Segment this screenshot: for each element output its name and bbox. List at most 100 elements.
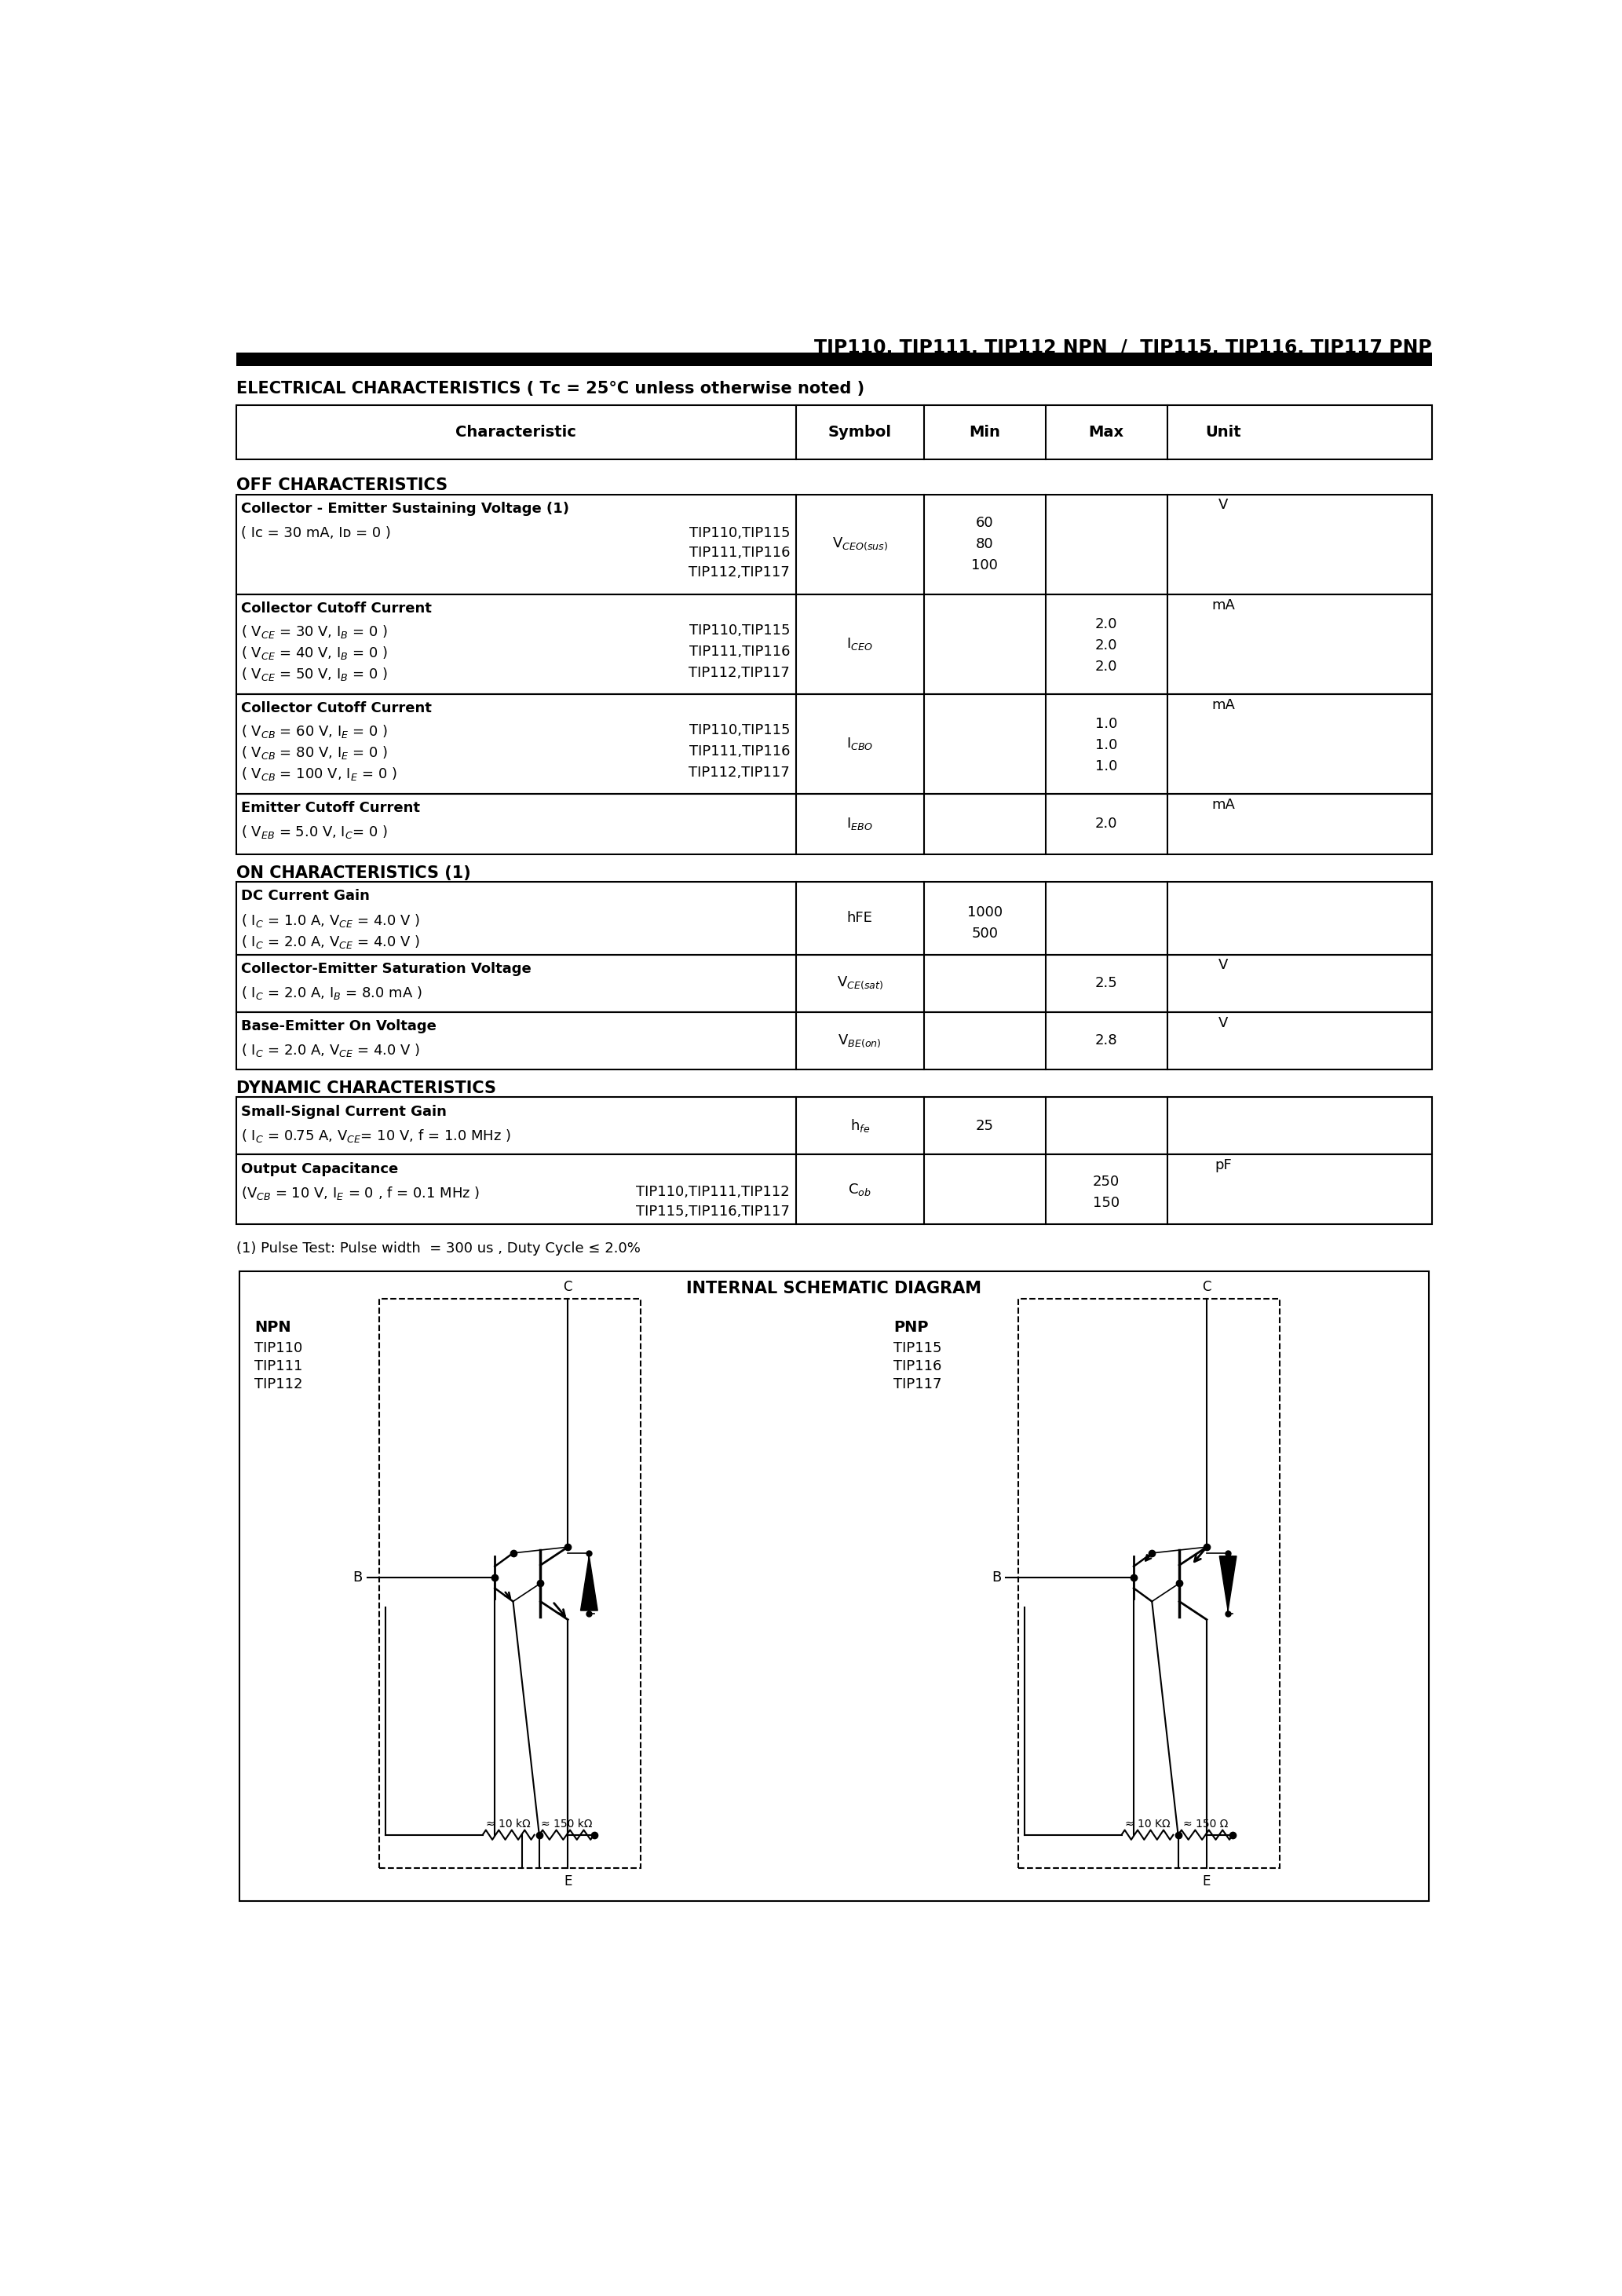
Bar (237, 794, 1432, 854)
Text: 250: 250 (1093, 1176, 1119, 1189)
Text: 2.0: 2.0 (1095, 817, 1118, 831)
Text: Small-Signal Current Gain: Small-Signal Current Gain (242, 1104, 446, 1118)
Text: B: B (352, 1570, 362, 1584)
Bar (237, 1155, 1432, 1224)
Text: mA: mA (1212, 597, 1234, 613)
Text: TIP112: TIP112 (255, 1378, 303, 1391)
Text: TIP110,TIP115: TIP110,TIP115 (689, 723, 790, 737)
Text: E: E (564, 1874, 573, 1887)
Text: mA: mA (1212, 797, 1234, 810)
Text: TIP112,TIP117: TIP112,TIP117 (689, 565, 790, 581)
Text: TIP111,TIP116: TIP111,TIP116 (689, 645, 790, 659)
Bar (237, 693, 1432, 794)
Text: (1) Pulse Test: Pulse width  = 300 us , Duty Cycle ≤ 2.0%: (1) Pulse Test: Pulse width = 300 us , D… (237, 1242, 641, 1256)
Text: I$_{CEO}$: I$_{CEO}$ (847, 636, 873, 652)
Text: ( V$_{CE}$ = 50 V, I$_{B}$ = 0 ): ( V$_{CE}$ = 50 V, I$_{B}$ = 0 ) (242, 666, 388, 682)
Text: 500: 500 (972, 925, 998, 941)
Text: V$_{CE(sat)}$: V$_{CE(sat)}$ (837, 976, 882, 992)
Text: V$_{BE(on)}$: V$_{BE(on)}$ (839, 1033, 882, 1049)
Text: (V$_{CB}$ = 10 V, I$_{E}$ = 0 , f = 0.1 MHz ): (V$_{CB}$ = 10 V, I$_{E}$ = 0 , f = 0.1 … (242, 1185, 480, 1201)
Text: E: E (1202, 1874, 1210, 1887)
Text: 1.0: 1.0 (1095, 716, 1118, 730)
Bar (237, 494, 1432, 595)
Text: ( I$_{C}$ = 1.0 A, V$_{CE}$ = 4.0 V ): ( I$_{C}$ = 1.0 A, V$_{CE}$ = 4.0 V ) (242, 912, 420, 928)
Text: TIP112,TIP117: TIP112,TIP117 (689, 666, 790, 680)
Text: ≈ 150 Ω: ≈ 150 Ω (1182, 1818, 1228, 1830)
Polygon shape (581, 1557, 597, 1609)
Text: C: C (563, 1279, 573, 1293)
Text: V: V (1218, 498, 1228, 512)
Text: 80: 80 (976, 537, 994, 551)
Text: TIP110, TIP111, TIP112 NPN  /  TIP115, TIP116, TIP117 PNP: TIP110, TIP111, TIP112 NPN / TIP115, TIP… (814, 338, 1432, 358)
Bar (237, 1097, 1432, 1155)
Text: TIP117: TIP117 (894, 1378, 942, 1391)
Text: PNP: PNP (894, 1320, 928, 1334)
Bar (237, 351, 1432, 365)
Text: Max: Max (1088, 425, 1124, 439)
Text: 1000: 1000 (967, 905, 1002, 918)
Text: 25: 25 (975, 1118, 994, 1132)
Text: Collector - Emitter Sustaining Voltage (1): Collector - Emitter Sustaining Voltage (… (242, 501, 569, 517)
Bar (1019, 1300, 1280, 1869)
Text: TIP110,TIP111,TIP112: TIP110,TIP111,TIP112 (636, 1185, 790, 1199)
Text: Collector Cutoff Current: Collector Cutoff Current (242, 700, 431, 716)
Text: INTERNAL SCHEMATIC DIAGRAM: INTERNAL SCHEMATIC DIAGRAM (686, 1281, 981, 1297)
Text: V: V (1218, 1015, 1228, 1031)
Text: OFF CHARACTERISTICS: OFF CHARACTERISTICS (237, 478, 448, 494)
Text: ON CHARACTERISTICS (1): ON CHARACTERISTICS (1) (237, 866, 470, 882)
Text: Unit: Unit (1205, 425, 1241, 439)
Text: ( I$_{C}$ = 2.0 A, V$_{CE}$ = 4.0 V ): ( I$_{C}$ = 2.0 A, V$_{CE}$ = 4.0 V ) (242, 934, 420, 951)
Text: 2.5: 2.5 (1095, 976, 1118, 990)
Bar (380, 1300, 641, 1869)
Text: Base-Emitter On Voltage: Base-Emitter On Voltage (242, 1019, 436, 1033)
Text: ( I$_{C}$ = 2.0 A, I$_{B}$ = 8.0 mA ): ( I$_{C}$ = 2.0 A, I$_{B}$ = 8.0 mA ) (242, 985, 422, 1001)
Bar (237, 882, 1432, 955)
Text: TIP116: TIP116 (894, 1359, 941, 1373)
Text: TIP110,TIP115: TIP110,TIP115 (689, 622, 790, 638)
Text: 2.0: 2.0 (1095, 638, 1118, 652)
Text: 60: 60 (976, 517, 994, 530)
Text: TIP111,TIP116: TIP111,TIP116 (689, 744, 790, 758)
Text: pF: pF (1215, 1159, 1233, 1173)
Text: I$_{EBO}$: I$_{EBO}$ (847, 815, 873, 831)
Bar (237, 1013, 1432, 1070)
Text: Symbol: Symbol (829, 425, 892, 439)
Text: Min: Min (968, 425, 1001, 439)
Text: 2.0: 2.0 (1095, 618, 1118, 631)
Text: TIP110: TIP110 (255, 1341, 303, 1355)
Text: ( V$_{CB}$ = 80 V, I$_{E}$ = 0 ): ( V$_{CB}$ = 80 V, I$_{E}$ = 0 ) (242, 744, 388, 760)
Text: ELECTRICAL CHARACTERISTICS ( Tᴄ = 25°C unless otherwise noted ): ELECTRICAL CHARACTERISTICS ( Tᴄ = 25°C u… (237, 381, 865, 397)
Text: ( V$_{CB}$ = 100 V, I$_{E}$ = 0 ): ( V$_{CB}$ = 100 V, I$_{E}$ = 0 ) (242, 765, 397, 781)
Bar (237, 404, 1432, 459)
Bar (237, 595, 1432, 693)
Text: ( V$_{EB}$ = 5.0 V, I$_{C}$= 0 ): ( V$_{EB}$ = 5.0 V, I$_{C}$= 0 ) (242, 824, 388, 840)
Text: mA: mA (1212, 698, 1234, 712)
Text: V$_{CEO(sus)}$: V$_{CEO(sus)}$ (832, 537, 887, 553)
Text: TIP115,TIP116,TIP117: TIP115,TIP116,TIP117 (636, 1205, 790, 1219)
Text: Emitter Cutoff Current: Emitter Cutoff Current (242, 801, 420, 815)
Text: NPN: NPN (255, 1320, 290, 1334)
Text: Collector-Emitter Saturation Voltage: Collector-Emitter Saturation Voltage (242, 962, 532, 976)
Text: 1.0: 1.0 (1095, 760, 1118, 774)
Text: ( I$_{C}$ = 0.75 A, V$_{CE}$= 10 V, f = 1.0 MHz ): ( I$_{C}$ = 0.75 A, V$_{CE}$= 10 V, f = … (242, 1127, 511, 1143)
Text: 2.0: 2.0 (1095, 659, 1118, 673)
Text: h$_{fe}$: h$_{fe}$ (850, 1118, 869, 1134)
Bar (237, 955, 1432, 1013)
Text: Collector Cutoff Current: Collector Cutoff Current (242, 602, 431, 615)
Text: TIP110,TIP115: TIP110,TIP115 (689, 526, 790, 540)
Text: ( Iᴄ = 30 mA, Iᴅ = 0 ): ( Iᴄ = 30 mA, Iᴅ = 0 ) (242, 526, 391, 540)
Text: hFE: hFE (847, 912, 873, 925)
Text: Output Capacitance: Output Capacitance (242, 1162, 399, 1176)
Text: I$_{CBO}$: I$_{CBO}$ (847, 737, 873, 751)
Text: B: B (991, 1570, 1001, 1584)
Text: DYNAMIC CHARACTERISTICS: DYNAMIC CHARACTERISTICS (237, 1081, 496, 1095)
Text: V: V (1218, 957, 1228, 974)
Text: Characteristic: Characteristic (456, 425, 576, 439)
Text: 2.8: 2.8 (1095, 1033, 1118, 1047)
Text: TIP112,TIP117: TIP112,TIP117 (689, 765, 790, 778)
Text: C$_{ob}$: C$_{ob}$ (848, 1182, 871, 1196)
Text: ( V$_{CE}$ = 30 V, I$_{B}$ = 0 ): ( V$_{CE}$ = 30 V, I$_{B}$ = 0 ) (242, 622, 388, 641)
Text: ( V$_{CB}$ = 60 V, I$_{E}$ = 0 ): ( V$_{CB}$ = 60 V, I$_{E}$ = 0 ) (242, 723, 388, 739)
Text: C: C (1202, 1279, 1212, 1293)
Text: 150: 150 (1093, 1196, 1119, 1210)
